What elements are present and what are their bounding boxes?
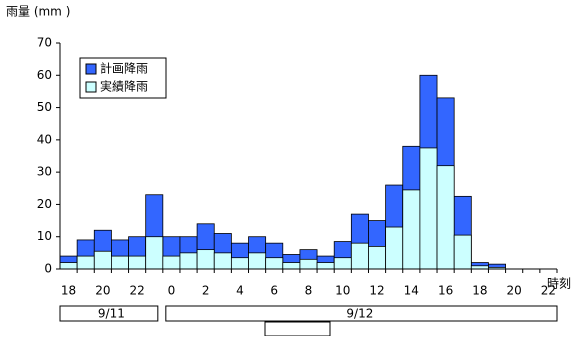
bar [419, 147, 438, 270]
date-group-label: 9/11 [98, 307, 125, 321]
bar [402, 189, 421, 270]
y-tick-label: 50 [37, 100, 52, 114]
bar [368, 245, 387, 270]
date-group-box [59, 305, 159, 322]
x-tick-label: 20 [95, 284, 110, 298]
bar [111, 255, 129, 270]
bar [350, 242, 369, 270]
x-tick-label: 18 [61, 284, 76, 298]
bar [265, 257, 284, 270]
empty-box [264, 321, 331, 337]
y-tick-label: 30 [37, 165, 52, 179]
x-tick-label: 22 [541, 284, 556, 298]
bar [145, 236, 164, 270]
x-tick-label: 4 [236, 284, 244, 298]
x-tick-label: 10 [335, 284, 350, 298]
bar [333, 257, 352, 270]
x-tick-label: 0 [168, 284, 176, 298]
bar [162, 255, 181, 270]
date-group-label: 9/12 [346, 307, 373, 321]
bar [316, 262, 335, 270]
bar [436, 165, 455, 270]
bar [453, 234, 472, 270]
bar [282, 262, 301, 270]
y-tick-label: 20 [37, 197, 52, 211]
x-tick-label: 16 [438, 284, 453, 298]
x-tick-label: 6 [270, 284, 278, 298]
bar [213, 252, 232, 270]
bar [76, 255, 95, 270]
x-tick-label: 14 [404, 284, 419, 298]
date-group-box [165, 305, 558, 322]
y-tick-label: 0 [44, 262, 52, 276]
x-tick-label: 2 [202, 284, 210, 298]
bar [248, 252, 267, 270]
bar [93, 250, 112, 270]
bar [59, 262, 78, 270]
y-tick-label: 40 [37, 132, 52, 146]
y-tick-label: 60 [37, 68, 52, 82]
legend-label: 計画降雨 [100, 61, 148, 76]
legend-label: 実績降雨 [100, 79, 148, 94]
x-tick-label: 12 [369, 284, 384, 298]
y-tick-label: 70 [37, 36, 52, 50]
x-tick-label: 8 [305, 284, 313, 298]
x-axis-label: 時刻 [547, 277, 571, 291]
bar [230, 257, 249, 270]
legend-swatch [85, 63, 97, 75]
bar [179, 252, 198, 270]
legend-swatch [85, 81, 97, 93]
bar [128, 255, 147, 270]
y-tick-label: 10 [37, 229, 52, 243]
bar [385, 226, 404, 270]
y-axis-label: 雨量 (mm ) [6, 5, 70, 19]
bar [196, 249, 215, 270]
x-tick-label: 18 [472, 284, 487, 298]
x-tick-label: 22 [129, 284, 144, 298]
bar [299, 258, 318, 270]
x-tick-label: 20 [507, 284, 522, 298]
